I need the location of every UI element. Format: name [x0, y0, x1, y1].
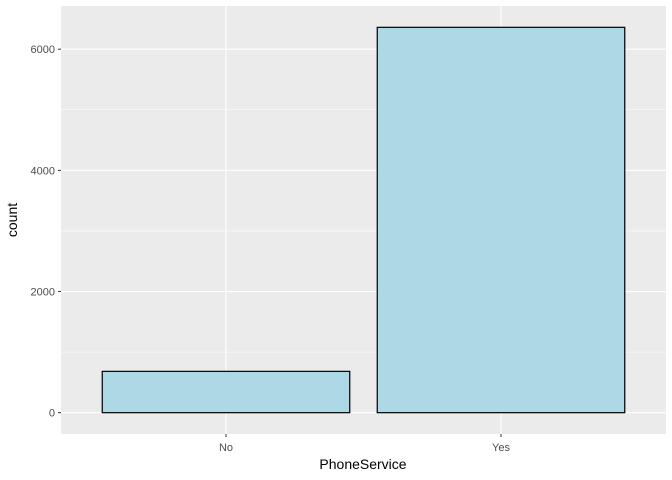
x-axis-ticks: No Yes	[219, 434, 510, 454]
bar-no	[101, 370, 351, 414]
x-axis-title: PhoneService	[319, 456, 406, 472]
y-tick-label: 2000	[31, 287, 55, 299]
y-axis-title: count	[4, 203, 20, 237]
bar-yes	[376, 26, 626, 414]
y-axis-ticks: 0 2000 4000 6000	[31, 44, 61, 420]
x-tick-label: No	[219, 442, 233, 454]
y-tick-label: 4000	[31, 165, 55, 177]
x-tick-label: Yes	[492, 442, 510, 454]
y-tick-label: 0	[49, 408, 55, 420]
bars	[101, 26, 626, 414]
y-tick-label: 6000	[31, 44, 55, 56]
